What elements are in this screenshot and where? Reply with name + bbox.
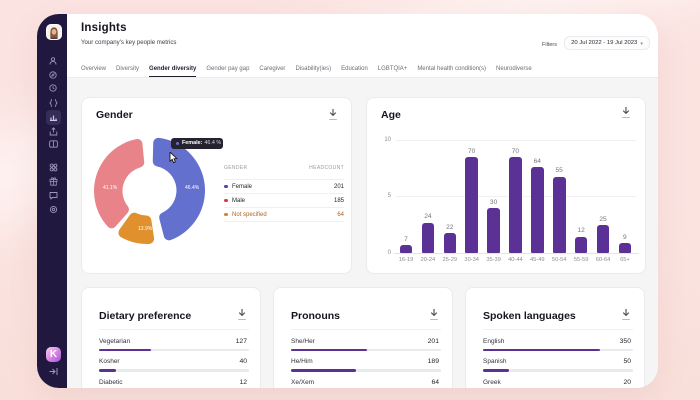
svg-text:46.4%: 46.4% xyxy=(185,185,200,191)
svg-text:41.1%: 41.1% xyxy=(103,185,118,191)
svg-text:13.9%: 13.9% xyxy=(138,226,153,232)
